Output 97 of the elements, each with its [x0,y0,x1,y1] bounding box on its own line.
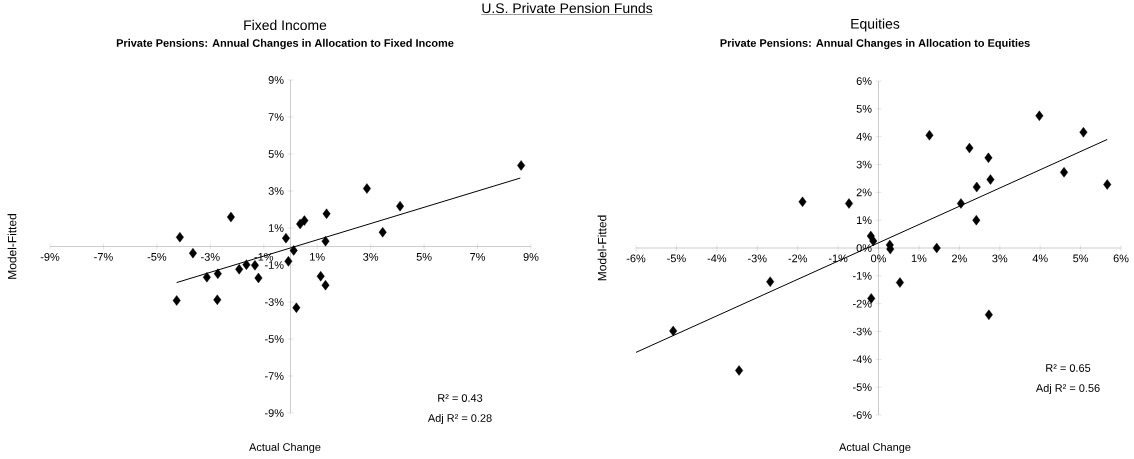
chart-subtitle: Private Pensions: Annual Changes in Allocation to Fixed Income [116,38,454,50]
y-tick-label: -9% [264,409,284,417]
point [1103,179,1112,190]
y-tick-label: 7% [268,113,284,121]
y-tick-label: -3% [264,298,284,306]
x-tick-label: 3% [363,253,379,261]
point [378,227,387,238]
point [254,272,263,284]
point [984,152,993,164]
text: U.S. Private Pension Funds [482,2,653,14]
point [957,198,965,209]
point [932,242,941,254]
point [845,198,853,209]
y-tick-label: -2% [852,299,872,308]
point [984,309,993,320]
point [172,295,181,306]
point [895,277,904,288]
y-tick-label: 3% [268,187,284,195]
y-tick-label: -7% [264,372,284,380]
x-tick-label: -2% [788,254,808,263]
y-tick-label: -1% [852,272,872,280]
y-tick-label: -6% [852,411,872,419]
x-axis-title: Actual Change [249,442,321,454]
x-tick-label: -3% [201,253,220,261]
y-tick-label: -3% [852,327,872,336]
x-tick-label: -5% [147,253,167,261]
y-tick-label: 5% [856,104,872,113]
point [296,218,305,230]
point [965,142,974,154]
point [242,259,251,270]
x-tick-label: -4% [707,254,727,263]
point [213,268,222,279]
x-tick-label: -3% [748,254,767,263]
y-tick-label: -4% [852,355,872,364]
x-tick-label: -5% [667,254,686,263]
y-tick-label: 3% [856,160,872,169]
x-axis-title: Actual Change [839,442,911,454]
chart-title: Fixed Income [244,19,327,31]
point [322,208,331,219]
point [362,183,371,194]
point [292,302,301,313]
y-tick-label: 5% [268,150,284,158]
x-tick-label: 1% [310,253,325,261]
point [798,196,807,207]
text: Adj R² = 0.28 [427,413,492,425]
point [202,272,211,283]
x-tick-label: 5% [416,253,432,261]
chart-subtitle: Private Pensions: Annual Changes in Allocation to Equities [720,38,1030,50]
x-tick-label: 7% [470,253,486,261]
point [226,211,235,223]
y-tick-label: 1% [268,224,284,232]
x-tick-label: 3% [992,254,1008,263]
annotation: Adj R² = 0.56 [1035,383,1100,395]
point [925,130,934,141]
point [972,181,981,193]
x-tick-label: 1% [911,254,927,263]
x-tick-label: 5% [1073,254,1089,263]
y-tick-label: -1% [264,261,284,269]
point [213,294,222,305]
x-tick-label: 9% [523,253,539,261]
point [972,214,981,226]
point [284,256,293,267]
y-tick-label: 6% [856,77,872,85]
x-tick-label: 4% [1032,254,1048,263]
point [517,160,526,171]
x-tick-label: -6% [626,254,646,263]
point [321,279,330,291]
y-axis-title: Model-Fitted [7,214,17,279]
chart-title: Equities [851,18,900,32]
point [321,235,330,247]
y-tick-label: 4% [856,132,872,141]
x-tick-label: -9% [40,253,60,261]
x-tick-label: -7% [94,253,113,261]
point [986,174,995,185]
y-tick-label: 9% [268,76,284,84]
annotation: R² = 0.65 [1046,364,1091,372]
annotation: R² = 0.43 [438,394,483,402]
y-tick-label: 1% [856,216,872,224]
x-tick-label: 2% [951,254,967,263]
y-tick-label: -5% [852,383,872,392]
y-tick-label: -5% [264,335,284,343]
x-tick-label: 6% [1113,254,1129,263]
point [669,325,678,337]
point [396,200,405,212]
x-tick-label: 0% [871,254,887,263]
point [251,260,259,271]
point [289,245,298,256]
point [235,264,244,275]
y-axis-title: Model-Fitted [597,215,607,281]
point [1035,110,1044,121]
point [1060,167,1068,178]
y-tick-label: 2% [856,188,872,197]
point [1079,127,1088,138]
point [766,276,775,287]
point [316,271,325,282]
point [735,365,744,376]
point [175,232,184,243]
